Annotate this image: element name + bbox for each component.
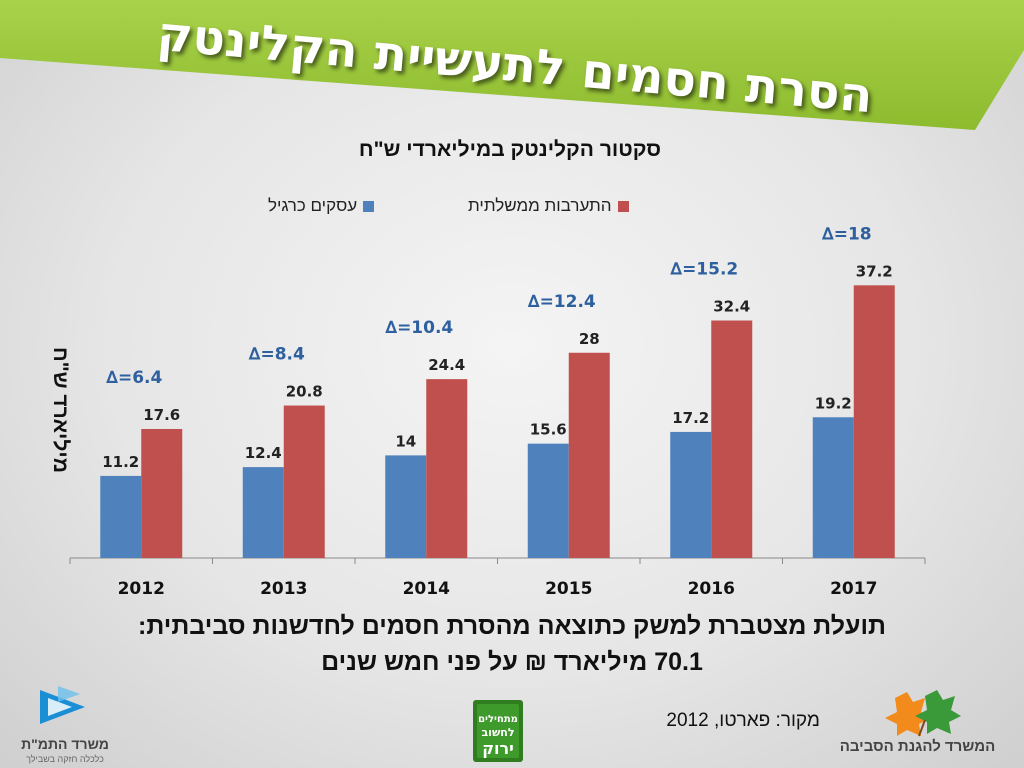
x-tick-label-2014: 2014 — [403, 579, 450, 599]
delta-annotation-2014: ∆=10.4 — [385, 318, 453, 338]
bar-regular-2017 — [812, 417, 854, 558]
bar-regular-2015 — [527, 443, 569, 558]
legend-item-government: התערבות ממשלתית — [468, 196, 629, 216]
data-label-government-2017: 37.2 — [856, 262, 893, 280]
bar-government-2014 — [426, 379, 468, 558]
source-note: מקור: פארטו, 2012 — [666, 710, 820, 731]
x-tick-label-2017: 2017 — [830, 579, 877, 599]
x-tick-label-2012: 2012 — [118, 579, 165, 599]
data-label-government-2012: 17.6 — [143, 406, 180, 424]
x-tick-label-2013: 2013 — [260, 579, 307, 599]
delta-annotation-2013: ∆=8.4 — [249, 345, 305, 365]
think-green-badge-icon: מתחילים לחשוב ירוק — [473, 700, 523, 762]
bar-regular-2014 — [385, 455, 427, 558]
bar-chart: 2012 11.2 17.6 ∆=6.4 2013 12.4 20.8 ∆=8.4 2014 14… — [69, 224, 926, 599]
legend-swatch-regular — [363, 200, 375, 212]
delta-annotation-2016: ∆=15.2 — [670, 260, 738, 280]
bar-regular-2013 — [242, 467, 284, 558]
think-green-logo: מתחילים לחשוב ירוק — [473, 700, 523, 762]
data-label-regular-2017: 19.2 — [815, 394, 852, 412]
data-label-government-2016: 32.4 — [713, 298, 750, 316]
economy-ministry-name: משרד התמ"ת — [21, 736, 109, 752]
think-green-text-3: ירוק — [482, 739, 514, 758]
environment-ministry-name: המשרד להגנת הסביבה — [839, 738, 996, 755]
economy-ministry-tagline: כלכלה חזקה בשבילך — [26, 754, 104, 764]
data-label-regular-2012: 11.2 — [102, 453, 139, 471]
data-label-regular-2013: 12.4 — [245, 444, 282, 462]
leaves-icon — [885, 690, 961, 737]
bar-regular-2012 — [100, 475, 142, 558]
economy-ministry-logo: משרד התמ"ת כלכלה חזקה בשבילך — [10, 682, 120, 768]
bar-government-2013 — [283, 405, 325, 558]
legend-item-regular: עסקים כרגיל — [268, 196, 375, 216]
x-tick-label-2016: 2016 — [688, 579, 735, 599]
x-tick-label-2015: 2015 — [545, 579, 592, 599]
data-label-regular-2015: 15.6 — [530, 421, 567, 439]
bar-regular-2016 — [670, 431, 712, 558]
triangle-logo-icon — [40, 686, 85, 724]
delta-annotation-2015: ∆=12.4 — [528, 292, 596, 312]
bar-government-2012 — [141, 428, 183, 558]
data-label-regular-2016: 17.2 — [672, 409, 709, 427]
think-green-text-1: מתחילים — [478, 714, 518, 725]
legend-swatch-government — [617, 200, 629, 212]
data-label-government-2015: 28 — [579, 330, 600, 348]
bar-government-2016 — [711, 320, 753, 558]
environment-ministry-logo: המשרד להגנת הסביבה — [815, 690, 1020, 765]
data-label-government-2014: 24.4 — [428, 356, 465, 374]
summary-line-1: תועלת מצטברת למשק כתוצאה מהסרת חסמים לחד… — [138, 612, 886, 640]
bar-government-2017 — [853, 285, 895, 558]
chart-title: סקטור הקלינטק במיליארדי ש"ח — [358, 138, 662, 161]
delta-annotation-2017: ∆=18 — [822, 224, 872, 244]
data-label-regular-2014: 14 — [395, 432, 416, 450]
delta-annotation-2012: ∆=6.4 — [106, 368, 162, 388]
data-label-government-2013: 20.8 — [286, 383, 323, 401]
legend-label-regular: עסקים כרגיל — [268, 196, 358, 215]
bar-government-2015 — [568, 352, 610, 558]
legend-label-government: התערבות ממשלתית — [468, 196, 612, 215]
summary-line-2: 70.1 מיליארד ₪ על פני חמש שנים — [321, 648, 703, 676]
think-green-text-2: לחשוב — [481, 726, 514, 739]
